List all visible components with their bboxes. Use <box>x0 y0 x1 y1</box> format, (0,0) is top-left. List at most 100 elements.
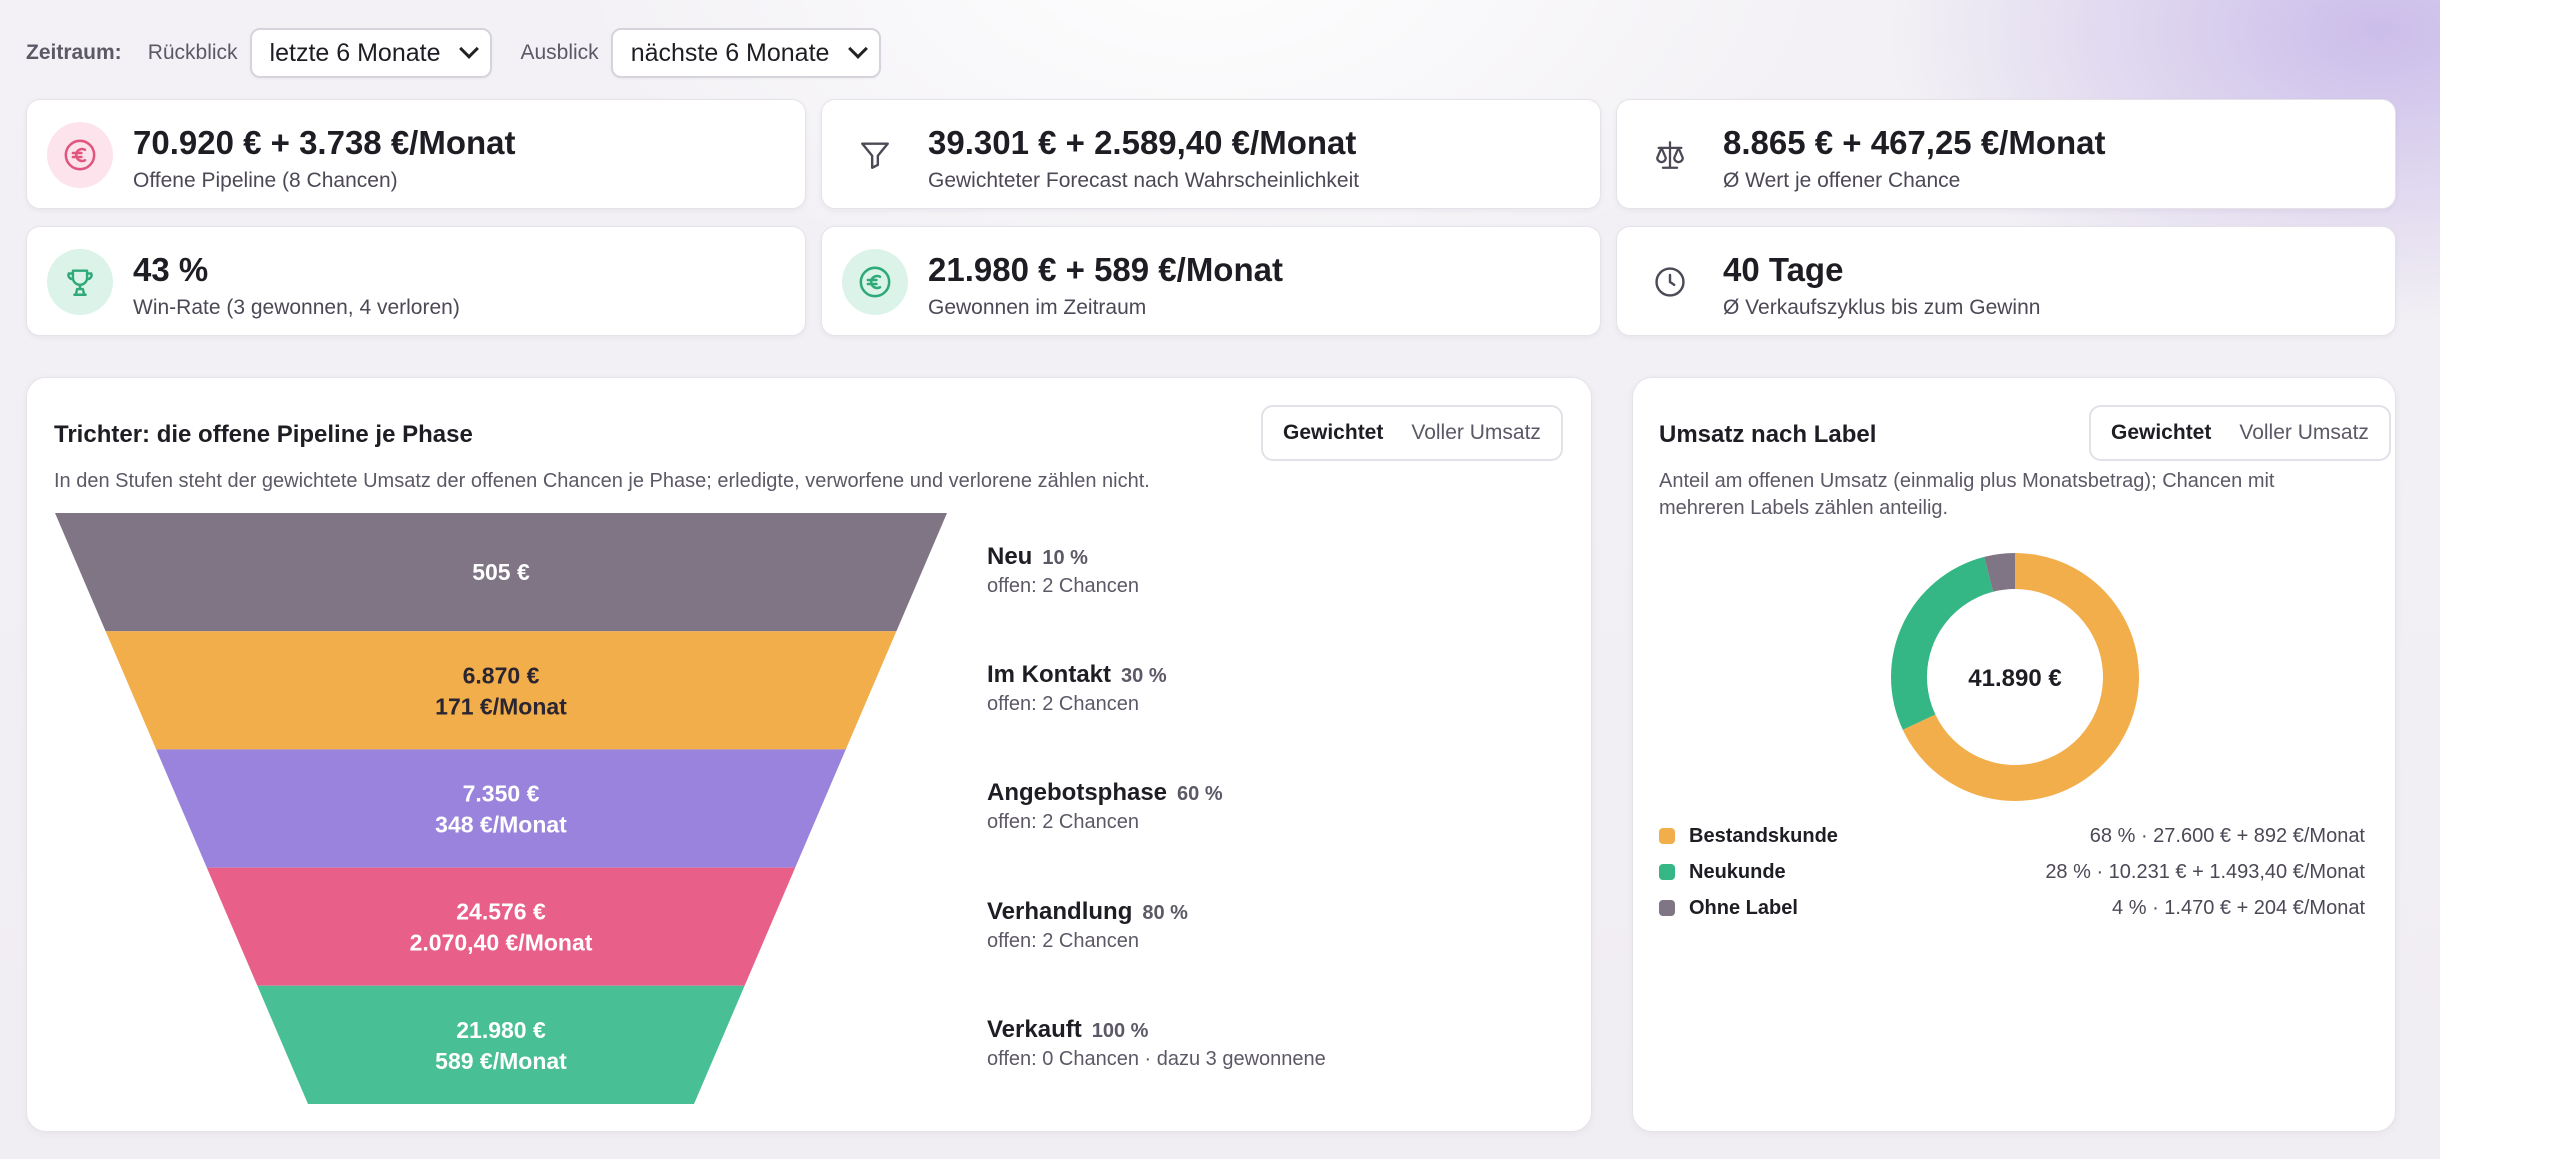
kpi-card-sales-cycle: 40 Tage Ø Verkaufszyklus bis zum Gewinn <box>1616 226 2396 336</box>
scale-icon <box>1637 122 1703 188</box>
page-gutter <box>2440 0 2560 1159</box>
period-filter-bar: Zeitraum: Rückblick letzte 6 Monate Ausb… <box>26 26 909 80</box>
legend-item-bestandskunde: Bestandskunde 68 % · 27.600 € + 892 €/Mo… <box>1659 821 2365 851</box>
funnel-stage-value: 348 €/Monat <box>435 812 567 838</box>
euro-circle-icon <box>47 122 113 188</box>
kpi-value: 21.980 € + 589 €/Monat <box>928 251 1283 288</box>
label-panel-title: Umsatz nach Label <box>1659 421 1877 448</box>
label-donut-chart: 41.890 € <box>1891 553 2139 801</box>
stage-probability: 100 % <box>1091 1019 1149 1042</box>
label-mode-toggle: Gewichtet Voller Umsatz <box>2089 405 2391 461</box>
stage-label-3: Angebotsphase 60 % offen: 2 Chancen <box>987 779 1223 834</box>
stage-label-2: Im Kontakt 30 % offen: 2 Chancen <box>987 661 1167 716</box>
legend-swatch <box>1659 900 1675 916</box>
funnel-stage-5[interactable] <box>257 985 745 1104</box>
kpi-label: Ø Wert je offener Chance <box>1723 169 1961 192</box>
kpi-card-weighted-forecast: 39.301 € + 2.589,40 €/Monat Gewichteter … <box>821 99 1601 209</box>
stage-name: Verhandlung <box>987 897 1133 925</box>
legend-value: 28 % · 10.231 € + 1.493,40 €/Monat <box>2045 860 2365 883</box>
trophy-icon <box>47 249 113 315</box>
funnel-stage-value: 589 €/Monat <box>435 1048 567 1074</box>
legend-value: 4 % · 1.470 € + 204 €/Monat <box>2112 896 2365 919</box>
legend-name: Neukunde <box>1689 860 1786 883</box>
legend-swatch <box>1659 864 1675 880</box>
kpi-label: Win-Rate (3 gewonnen, 4 verloren) <box>133 296 460 319</box>
rueckblick-label: Rückblick <box>147 41 238 64</box>
filter-icon <box>842 122 908 188</box>
funnel-stage-value: 7.350 € <box>463 781 540 807</box>
legend-swatch <box>1659 828 1675 844</box>
donut-total-label: 41.890 € <box>1968 665 2061 692</box>
legend-item-neukunde: Neukunde 28 % · 10.231 € + 1.493,40 €/Mo… <box>1659 857 2365 887</box>
donut-slice-ohne-label[interactable] <box>1984 553 2015 592</box>
label-revenue-panel: Umsatz nach Label Gewichtet Voller Umsat… <box>1632 377 2396 1132</box>
funnel-stage-value: 21.980 € <box>456 1017 546 1043</box>
funnel-stage-value: 24.576 € <box>456 899 546 925</box>
stage-name: Neu <box>987 543 1033 570</box>
stage-probability: 80 % <box>1142 901 1188 924</box>
funnel-title: Trichter: die offene Pipeline je Phase <box>54 421 473 448</box>
stage-open-count: offen: 2 Chancen <box>987 693 1139 716</box>
funnel-stage-value: 2.070,40 €/Monat <box>410 930 593 956</box>
stage-label-4: Verhandlung 80 % offen: 2 Chancen <box>987 898 1188 953</box>
kpi-value: 70.920 € + 3.738 €/Monat <box>133 124 516 161</box>
label-panel-description: Anteil am offenen Umsatz (einmalig plus … <box>1659 470 2275 519</box>
funnel-stage-1[interactable] <box>55 513 947 632</box>
stage-name: Im Kontakt <box>987 661 1112 689</box>
stage-open-count: offen: 2 Chancen <box>987 929 1139 952</box>
funnel-stage-2[interactable] <box>105 631 897 750</box>
legend-value: 68 % · 27.600 € + 892 €/Monat <box>2089 824 2365 847</box>
funnel-mode-toggle: Gewichtet Voller Umsatz <box>1261 405 1563 461</box>
funnel-stage-3[interactable] <box>156 749 846 868</box>
legend-name: Ohne Label <box>1689 896 1798 919</box>
funnel-stage-value: 171 €/Monat <box>435 693 567 719</box>
toggle-weighted-button[interactable]: Gewichtet <box>1283 421 1384 444</box>
stage-name: Angebotsphase <box>987 779 1168 807</box>
dashboard: Zeitraum: Rückblick letzte 6 Monate Ausb… <box>26 0 2396 1159</box>
stage-open-count: offen: 0 Chancen · dazu 3 gewonnene <box>987 1047 1326 1070</box>
stage-open-count: offen: 2 Chancen <box>987 811 1139 834</box>
toggle-full-revenue-button[interactable]: Voller Umsatz <box>2239 421 2369 444</box>
funnel-description: In den Stufen steht der gewichtete Umsat… <box>54 470 1150 492</box>
legend-name: Bestandskunde <box>1689 824 1838 847</box>
stage-probability: 30 % <box>1121 665 1167 688</box>
stage-probability: 10 % <box>1042 547 1088 569</box>
kpi-card-won: 21.980 € + 589 €/Monat Gewonnen im Zeitr… <box>821 226 1601 336</box>
zeitraum-label: Zeitraum: <box>26 41 122 64</box>
funnel-stage-value: 505 € <box>472 559 530 585</box>
rueckblick-value: letzte 6 Monate <box>269 38 441 67</box>
stage-label-1: Neu 10 % offen: 2 Chancen <box>987 543 1139 598</box>
funnel-panel: Trichter: die offene Pipeline je Phase G… <box>26 377 1592 1132</box>
legend-item-ohne-label: Ohne Label 4 % · 1.470 € + 204 €/Monat <box>1659 893 2365 923</box>
donut-slice-bestandskunde[interactable] <box>1902 553 2139 801</box>
kpi-value: 8.865 € + 467,25 €/Monat <box>1723 124 2106 161</box>
stage-open-count: offen: 2 Chancen <box>987 575 1139 597</box>
kpi-card-avg-value: 8.865 € + 467,25 €/Monat Ø Wert je offen… <box>1616 99 2396 209</box>
kpi-label: Gewonnen im Zeitraum <box>928 296 1147 319</box>
ausblick-value: nächste 6 Monate <box>630 38 830 67</box>
chevron-down-icon <box>848 39 869 59</box>
stage-name: Verkauft <box>987 1015 1082 1043</box>
stage-probability: 60 % <box>1177 783 1223 806</box>
kpi-label: Ø Verkaufszyklus bis zum Gewinn <box>1723 296 2041 319</box>
rueckblick-select[interactable]: letzte 6 Monate <box>249 28 493 78</box>
kpi-label: Gewichteter Forecast nach Wahrscheinlich… <box>928 169 1360 192</box>
kpi-value: 40 Tage <box>1723 251 1844 288</box>
euro-circle-icon <box>842 249 908 315</box>
kpi-card-open-pipeline: 70.920 € + 3.738 €/Monat Offene Pipeline… <box>26 99 806 209</box>
toggle-weighted-button[interactable]: Gewichtet <box>2111 421 2212 444</box>
kpi-label: Offene Pipeline (8 Chancen) <box>133 169 398 192</box>
funnel-chart: 505 € 6.870 € 171 €/Monat 7.350 € 348 €/Mona… <box>55 513 947 1104</box>
stage-label-5: Verkauft 100 % offen: 0 Chancen · dazu 3 g… <box>987 1016 1326 1071</box>
funnel-stage-value: 6.870 € <box>463 662 540 688</box>
kpi-value: 43 % <box>133 251 209 288</box>
clock-icon <box>1637 249 1703 315</box>
ausblick-label: Ausblick <box>520 41 599 64</box>
chevron-down-icon <box>459 39 480 59</box>
funnel-stage-4[interactable] <box>206 867 796 986</box>
toggle-full-revenue-button[interactable]: Voller Umsatz <box>1411 421 1541 444</box>
ausblick-select[interactable]: nächste 6 Monate <box>610 28 882 78</box>
kpi-card-win-rate: 43 % Win-Rate (3 gewonnen, 4 verloren) <box>26 226 806 336</box>
kpi-value: 39.301 € + 2.589,40 €/Monat <box>928 124 1357 161</box>
donut-slice-neukunde[interactable] <box>1891 556 1994 730</box>
